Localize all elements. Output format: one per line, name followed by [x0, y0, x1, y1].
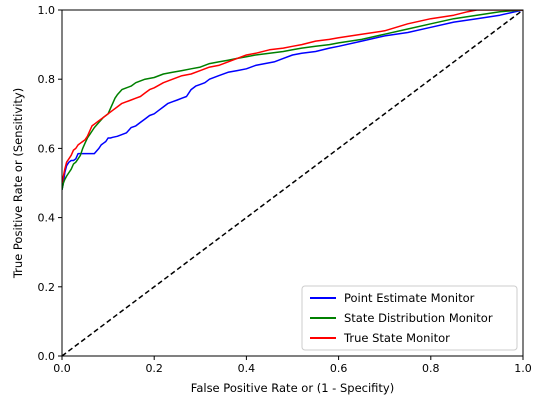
- series-line-3: [62, 10, 523, 184]
- plot-area: [62, 10, 523, 356]
- y-tick-label: 1.0: [38, 4, 56, 17]
- legend-label: True State Monitor: [343, 331, 450, 345]
- legend-box: [301, 285, 518, 351]
- y-tick-label: 0.2: [38, 281, 56, 294]
- y-tick-label: 0.0: [38, 350, 56, 363]
- x-tick-label: 0.8: [422, 362, 440, 375]
- y-tick-label: 0.4: [38, 212, 56, 225]
- axes: 0.0 0.2 0.4 0.6 0.8 1.0 0.0 0.2 0.4 0.6 0.8 1.0: [38, 4, 532, 375]
- y-tick-label: 0.8: [38, 73, 56, 86]
- axes-frame: [61, 9, 524, 357]
- y-tick-label: 0.6: [38, 142, 56, 155]
- reference-diagonal-line: [62, 10, 523, 356]
- x-tick-label: 0.2: [145, 362, 163, 375]
- legend-label: State Distribution Monitor: [344, 311, 493, 325]
- x-axis-label: False Positive Rate or (1 - Specifity): [191, 381, 394, 395]
- y-axis-label: True Positive Rate or (Sensitivity): [11, 88, 25, 279]
- series-line-2: [62, 10, 523, 191]
- series-line-1: [62, 10, 523, 191]
- legend: Point Estimate Monitor State Distribution…: [301, 285, 518, 351]
- legend-label: Point Estimate Monitor: [344, 291, 475, 305]
- x-tick-label: 1.0: [514, 362, 532, 375]
- x-tick-label: 0.4: [238, 362, 256, 375]
- x-tick-label: 0.6: [330, 362, 348, 375]
- x-tick-label: 0.0: [53, 362, 71, 375]
